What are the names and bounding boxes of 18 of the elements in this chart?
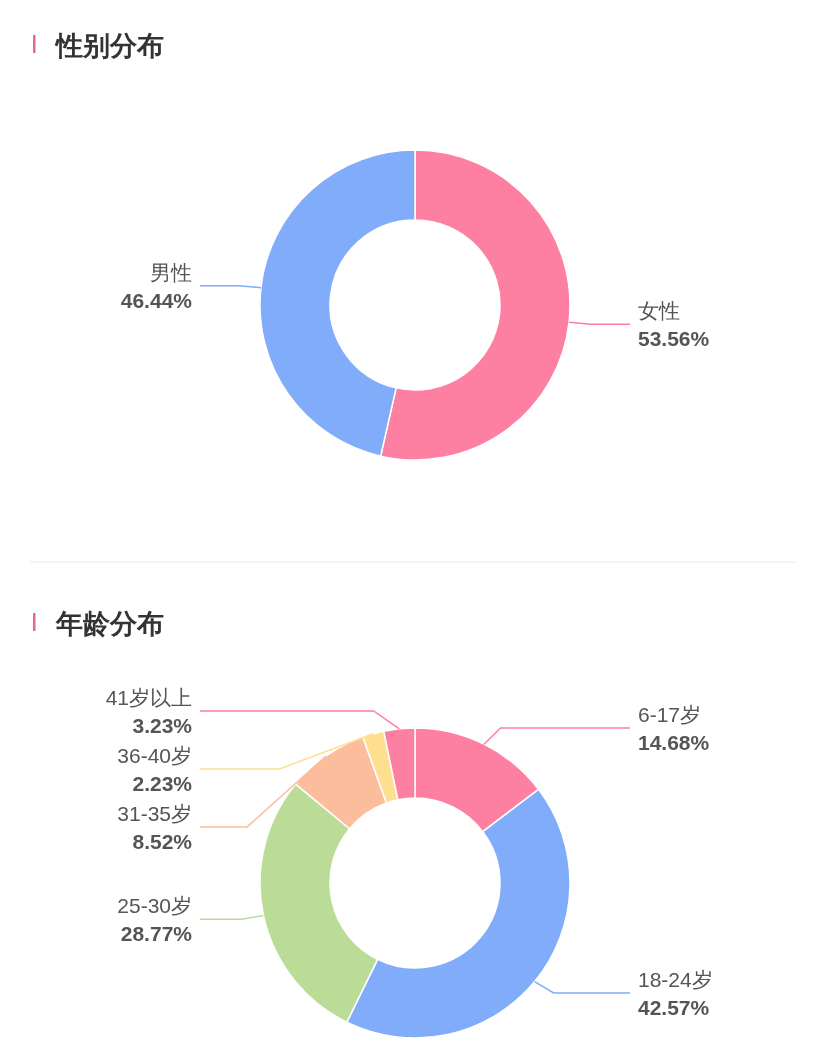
chart-title: 性别分布 <box>54 31 164 61</box>
slice-label: 41岁以上 <box>105 685 192 709</box>
data-label: 42.57% <box>638 995 710 1019</box>
slice-label: 女性 <box>638 299 680 323</box>
data-label: 28.77% <box>120 922 193 946</box>
slice-label: 男性 <box>150 260 192 284</box>
slice-label: 18-24岁 <box>638 967 713 991</box>
data-label: 8.52% <box>132 829 193 853</box>
slice-label: 25-30岁 <box>117 894 192 918</box>
chart-title: 年龄分布 <box>55 609 164 639</box>
slice-label: 31-35岁 <box>117 801 192 825</box>
data-label: 53.56% <box>638 327 710 351</box>
slice-label: 6-17岁 <box>638 703 702 727</box>
data-label: 3.23% <box>132 713 193 737</box>
data-label: 46.44% <box>120 288 193 312</box>
data-label: 2.23% <box>132 771 193 795</box>
data-label: 14.68% <box>638 731 710 755</box>
slice-label: 36-40岁 <box>117 743 192 767</box>
